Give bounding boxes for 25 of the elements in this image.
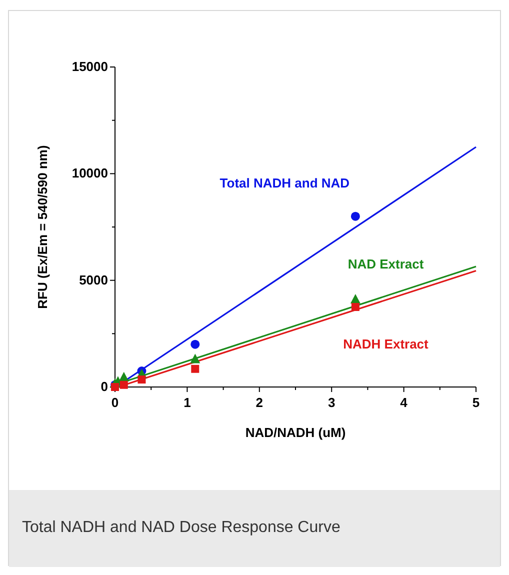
y-tick-label: 0: [100, 379, 108, 394]
x-tick-label: 2: [256, 395, 264, 410]
text: Total NADH and NAD Dose Response Curve: [22, 519, 340, 536]
x-tick-label: 1: [184, 395, 191, 410]
point: [120, 380, 128, 389]
x-axis-title: NAD/NADH (uM): [245, 425, 346, 440]
series-label: Total NADH and NAD: [220, 176, 350, 191]
text: NADH Extract: [343, 336, 430, 352]
y-axis-title: RFU (Ex/Em = 540/590 nm): [35, 145, 50, 309]
x-tick-label: 0: [111, 395, 119, 410]
series-label: NAD Extract: [348, 256, 424, 272]
point: [351, 303, 360, 311]
point: [350, 212, 360, 221]
y-tick-label: 15000: [72, 59, 108, 74]
point: [118, 372, 129, 382]
point: [350, 294, 360, 304]
point: [190, 354, 200, 364]
point: [138, 376, 146, 384]
x-tick-label: 5: [472, 395, 480, 410]
point: [191, 364, 200, 373]
x-tick-label: 4: [400, 395, 408, 410]
y-tick-label: 10000: [72, 166, 108, 181]
y-tick-label: 5000: [79, 272, 108, 288]
point: [190, 340, 200, 349]
x-tick-label: 3: [328, 395, 336, 410]
